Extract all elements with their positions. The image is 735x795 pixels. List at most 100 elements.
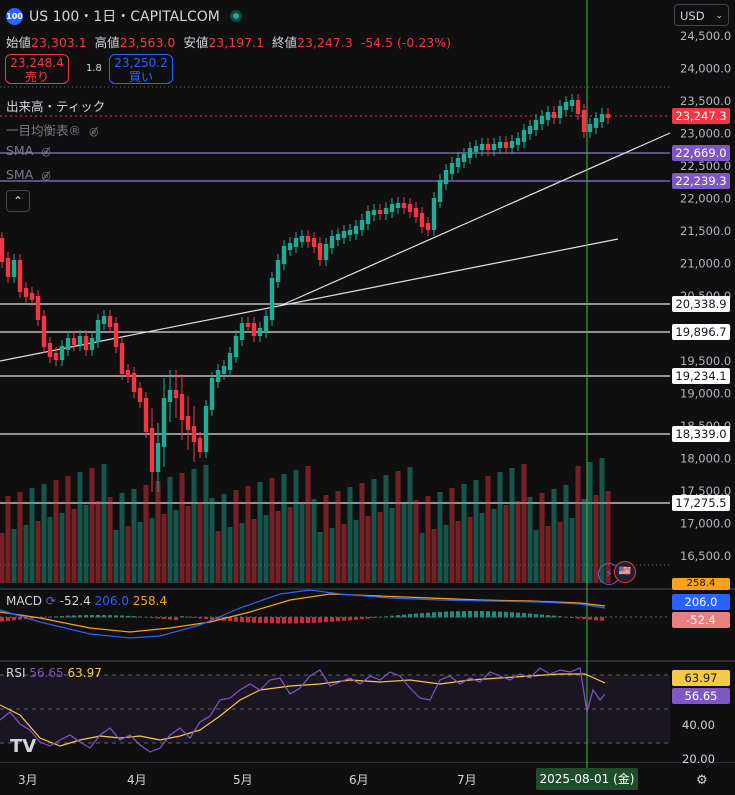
volume-bar — [461, 484, 467, 583]
symbol-title[interactable]: US 100・1日・CAPITALCOM — [29, 9, 220, 25]
volume-bar — [335, 491, 341, 583]
candle-body — [527, 126, 533, 134]
volume-bar — [245, 486, 251, 583]
candle-body — [29, 293, 35, 300]
macd-histogram-bar — [588, 617, 592, 620]
symbol-header[interactable]: 100 US 100・1日・CAPITALCOM — [6, 6, 242, 26]
candle-body — [323, 244, 329, 260]
volume-bar — [155, 481, 161, 583]
change-value: -54.5 (-0.23%) — [360, 35, 451, 50]
price-axis-tick: 17,000.0 — [680, 517, 731, 531]
volume-indicator-label[interactable]: 出来高・ティック — [6, 99, 106, 114]
candle-body — [71, 338, 77, 345]
volume-bar — [53, 480, 59, 583]
sma2-indicator[interactable]: SMA ◎̸ — [6, 167, 51, 182]
sma1-indicator[interactable]: SMA ◎̸ — [6, 143, 51, 158]
sell-price: 23,248.4 — [10, 56, 64, 70]
time-axis-tick: 6月 — [349, 773, 369, 787]
candle-body — [545, 112, 551, 120]
volume-bar — [593, 495, 599, 583]
refresh-icon[interactable]: ⟳ — [45, 594, 56, 608]
collapse-legend-button[interactable]: ⌃ — [6, 190, 30, 212]
macd-histogram-bar — [84, 615, 88, 618]
volume-bar — [89, 468, 95, 583]
pane-separator — [0, 660, 735, 662]
macd-histogram-bar — [528, 613, 532, 618]
volume-bar — [131, 489, 137, 583]
candle-body — [257, 328, 263, 336]
volume-bar — [521, 464, 527, 583]
macd-histogram-bar — [480, 611, 484, 618]
volume-bar — [119, 493, 125, 583]
volume-bar — [299, 503, 305, 583]
macd-histogram-bar — [12, 617, 16, 621]
candle-body — [479, 144, 485, 150]
candle-body — [353, 226, 359, 234]
volume-bar — [83, 505, 89, 583]
volume-bar — [203, 465, 209, 583]
volume-bar — [101, 464, 107, 583]
price-axis-tick: 21,000.0 — [680, 257, 731, 271]
macd-histogram-bar — [438, 611, 442, 618]
volume-bar — [263, 515, 269, 583]
volume-bar — [329, 528, 335, 583]
candle-body — [209, 378, 215, 410]
sell-button[interactable]: 23,248.4 売り — [5, 54, 69, 84]
eye-off-icon[interactable]: ◎̸ — [41, 169, 51, 182]
volume-bar — [377, 512, 383, 583]
macd-histogram-bar — [264, 617, 268, 624]
macd-histogram-bar — [282, 617, 286, 624]
macd-legend[interactable]: MACD ⟳ -52.4 206.0 258.4 — [6, 594, 167, 608]
macd-histogram-bar — [444, 611, 448, 618]
rsi-legend[interactable]: RSI 56.65 63.97 — [6, 666, 102, 680]
macd-histogram-bar — [456, 611, 460, 618]
macd-line-label: 206.0 — [672, 594, 730, 610]
eye-off-icon[interactable]: ◎̸ — [41, 145, 51, 158]
spread-value: 1.8 — [86, 63, 102, 74]
ichimoku-indicator[interactable]: 一目均衡表® ◎̸ — [6, 120, 99, 139]
candle-body — [281, 246, 287, 264]
eye-off-icon[interactable]: ◎̸ — [89, 125, 99, 138]
macd-histogram-bar — [18, 617, 22, 620]
price-axis-tick: 23,500.0 — [680, 94, 731, 108]
candle-body — [287, 243, 293, 250]
volume-bar — [59, 513, 65, 583]
volume-bar — [599, 458, 605, 583]
macd-histogram-bar — [246, 617, 250, 623]
volume-bar — [497, 472, 503, 583]
us-flag-event-icon[interactable]: 🇺🇸 — [614, 561, 636, 583]
macd-histogram-bar — [594, 617, 598, 621]
candle-body — [125, 370, 131, 377]
macd-histogram-bar — [234, 617, 238, 622]
volume-bar — [545, 526, 551, 583]
tradingview-logo[interactable]: TV — [10, 736, 37, 757]
macd-histogram-bar — [366, 617, 370, 619]
candle-body — [557, 106, 563, 118]
rsi-value-label: 56.65 — [672, 688, 730, 704]
volume-bar — [317, 532, 323, 583]
settings-gear-icon[interactable]: ⚙ — [696, 773, 708, 788]
macd-histogram-bar — [66, 615, 70, 618]
macd-histogram-bar — [252, 617, 256, 623]
candle-body — [365, 211, 371, 224]
rsi-v1: 56.65 — [29, 666, 64, 680]
currency-select[interactable]: USD ⌄ — [674, 4, 729, 26]
price-axis-tick: 21,500.0 — [680, 224, 731, 238]
candle-body — [197, 438, 203, 452]
macd-histogram-bar — [516, 612, 520, 618]
candle-body — [107, 316, 113, 327]
volume-bar — [485, 476, 491, 583]
candle-body — [173, 390, 179, 398]
low-value: 23,197.1 — [208, 35, 265, 50]
price-axis-tick: 17,500.0 — [680, 484, 731, 498]
open-label: 始値 — [6, 35, 32, 50]
ohlc-legend: 始値23,303.1 高値23,563.0 安値23,197.1 終値23,24… — [6, 32, 455, 51]
macd-histogram-bar — [132, 616, 136, 618]
buy-button[interactable]: 23,250.2 買い — [109, 54, 173, 84]
candle-body — [503, 142, 509, 148]
candle-body — [41, 316, 47, 347]
volume-bar — [473, 480, 479, 583]
candle-body — [485, 144, 491, 150]
candle-body — [431, 198, 437, 230]
